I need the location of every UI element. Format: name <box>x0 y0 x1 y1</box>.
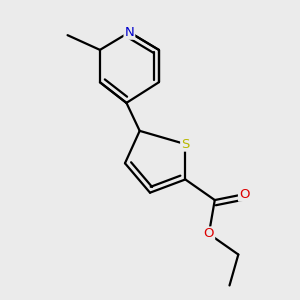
Text: N: N <box>124 26 134 39</box>
Text: S: S <box>181 138 190 151</box>
Text: O: O <box>239 188 250 201</box>
Text: O: O <box>204 227 214 240</box>
